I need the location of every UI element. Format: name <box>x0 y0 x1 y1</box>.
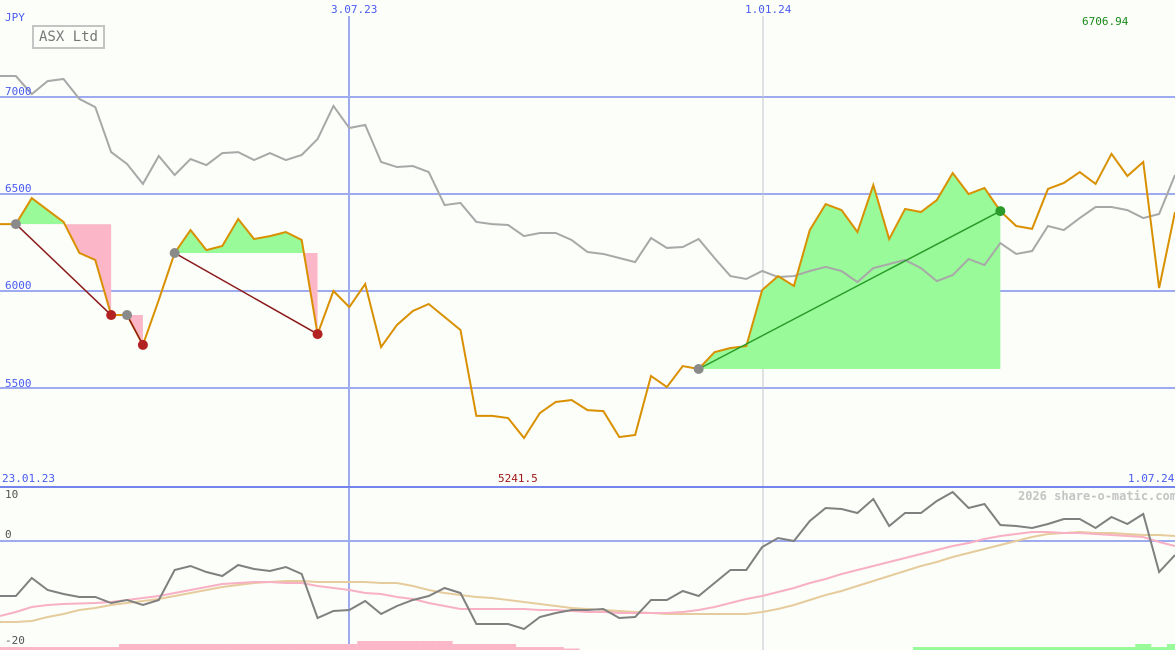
volume-bar <box>293 644 310 650</box>
y-tick-label: 6000 <box>5 279 32 292</box>
volume-bar <box>452 644 469 650</box>
indicator-tick-label: -20 <box>5 634 25 647</box>
volume-bar <box>436 641 453 650</box>
x-tick-label: 3.07.23 <box>331 3 378 16</box>
y-tick-label: 7000 <box>5 85 32 98</box>
trade-exit-marker <box>106 310 117 321</box>
volume-bar <box>388 641 405 650</box>
low-value-label: 5241.5 <box>498 472 538 485</box>
trade-gain-fill <box>698 173 1001 369</box>
volume-bar <box>150 644 167 650</box>
volume-bar <box>992 647 1009 650</box>
volume-bar <box>976 647 993 650</box>
volume-bar <box>1008 647 1025 650</box>
volume-bar <box>420 641 437 650</box>
momentum-line <box>0 490 1175 631</box>
indicator-tick-label: 0 <box>5 528 12 541</box>
volume-bar <box>404 641 421 650</box>
volume-bar <box>230 644 247 650</box>
volume-bar <box>944 647 961 650</box>
trade-entry-marker <box>122 310 133 321</box>
volume-bar <box>39 647 56 650</box>
comparison-line <box>0 75 1175 284</box>
trade-loss-fill <box>15 224 112 316</box>
volume-bar <box>1024 647 1041 650</box>
volume-bar <box>246 644 263 650</box>
trade-gain-fill <box>174 219 318 253</box>
volume-bar <box>198 644 215 650</box>
volume-bar <box>261 644 278 650</box>
volume-bar <box>166 644 183 650</box>
volume-bar <box>103 647 120 650</box>
volume-bar <box>325 644 342 650</box>
volume-bar <box>928 647 945 650</box>
volume-bar <box>1119 647 1136 650</box>
volume-bar <box>1135 644 1152 650</box>
volume-bar <box>912 647 929 650</box>
volume-bar <box>87 647 104 650</box>
volume-bar <box>468 644 485 650</box>
trade-entry-marker <box>10 219 21 230</box>
trade-entry-marker <box>169 247 180 258</box>
y-tick-label: 5500 <box>5 377 32 390</box>
volume-bar <box>341 644 358 650</box>
volume-bar <box>309 644 326 650</box>
volume-bar <box>1151 647 1168 650</box>
stock-title: ASX Ltd <box>32 25 105 49</box>
volume-bar <box>214 644 231 650</box>
trade-line <box>174 252 318 335</box>
volume-bar <box>0 647 8 650</box>
volume-bar <box>119 644 136 650</box>
trade-exit-marker <box>995 206 1006 217</box>
volume-bar <box>500 644 517 650</box>
x-tick-label: 23.01.23 <box>2 472 55 485</box>
volume-bar <box>23 647 40 650</box>
trade-entry-marker <box>693 363 704 374</box>
volume-bar <box>1087 647 1104 650</box>
volume-bar <box>182 644 199 650</box>
volume-bar <box>71 647 88 650</box>
volume-bar <box>1039 647 1056 650</box>
volume-bar <box>484 644 501 650</box>
volume-bar <box>531 647 548 650</box>
currency-label: JPY <box>5 11 25 24</box>
y-tick-label: 6500 <box>5 182 32 195</box>
volume-bar <box>1167 644 1175 650</box>
volume-bar <box>1055 647 1072 650</box>
volume-bar <box>373 641 390 650</box>
watermark: 2026 share-o-matic.com <box>1018 489 1175 503</box>
trade-line <box>15 223 112 316</box>
volume-bar <box>960 647 977 650</box>
volume-bar <box>357 641 374 650</box>
volume-bar <box>1103 647 1120 650</box>
x-tick-label: 1.01.24 <box>745 3 792 16</box>
price-line <box>0 151 1175 440</box>
volume-bar <box>563 648 580 650</box>
trade-exit-marker <box>312 329 323 340</box>
volume-bar <box>277 644 294 650</box>
volume-bar <box>7 647 24 650</box>
x-tick-label: 1.07.24 <box>1128 472 1175 485</box>
volume-bar <box>1071 647 1088 650</box>
fast-average-line <box>0 531 1175 617</box>
volume-bar <box>55 647 72 650</box>
trade-line <box>698 210 1001 370</box>
trade-exit-marker <box>137 339 148 350</box>
high-value-label: 6706.94 <box>1082 15 1129 28</box>
indicator-tick-label: 10 <box>5 488 19 501</box>
trade-line <box>126 314 144 346</box>
volume-bar <box>515 647 532 650</box>
volume-bar <box>134 644 151 650</box>
slow-average-line <box>0 530 1175 623</box>
volume-bar <box>547 647 564 650</box>
